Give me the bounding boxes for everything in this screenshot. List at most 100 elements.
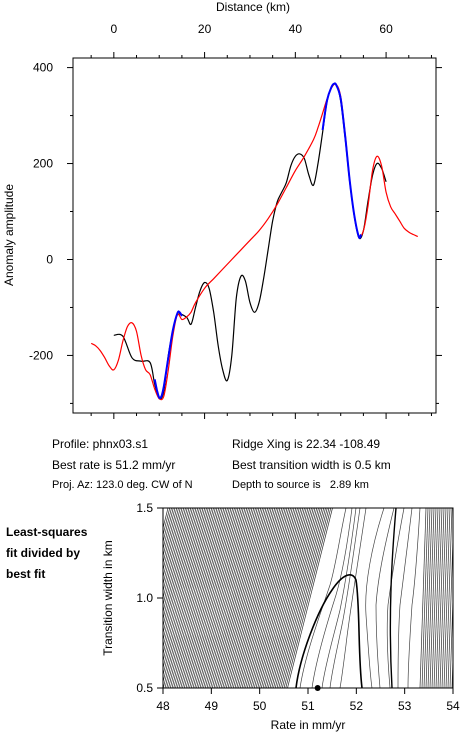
contour-line bbox=[245, 508, 291, 688]
contour-line bbox=[194, 508, 241, 688]
contour-line bbox=[458, 508, 464, 688]
contour-line bbox=[201, 508, 248, 688]
contour-line bbox=[257, 508, 304, 688]
contour-line bbox=[449, 587, 453, 688]
y-tick-label: 1.5 bbox=[136, 501, 153, 515]
x-tick-label: 0 bbox=[110, 22, 117, 36]
x-tick-label: 49 bbox=[205, 699, 219, 713]
best-fit-marker bbox=[314, 685, 321, 691]
contour-line bbox=[274, 508, 321, 688]
contour-line bbox=[163, 508, 178, 565]
contour-line bbox=[180, 508, 227, 688]
contour-line bbox=[163, 508, 195, 635]
side-label: Least-squares fit divided by best fit bbox=[6, 522, 106, 585]
contour-line bbox=[253, 508, 300, 688]
contour-line bbox=[439, 508, 447, 688]
y-axis-title: Anomaly amplitude bbox=[2, 184, 16, 286]
y-tick-label: 1.0 bbox=[136, 591, 153, 605]
contour-line bbox=[273, 508, 319, 688]
contour-line bbox=[425, 508, 433, 688]
contour-line bbox=[163, 508, 204, 670]
contour-line bbox=[213, 508, 260, 688]
profile-text: Profile: phnx03.s1 bbox=[52, 437, 149, 451]
x-tick-label: 40 bbox=[289, 22, 303, 36]
profile-chart: 0 20 40 60 -200 0 200 400 Distance (km) Anomal… bbox=[2, 0, 442, 419]
x-axis-ticks: 48 49 50 51 52 53 54 bbox=[156, 688, 460, 713]
contour-line bbox=[262, 508, 309, 688]
contour-line bbox=[264, 508, 311, 688]
x-tick-label: 48 bbox=[156, 699, 170, 713]
contour-line bbox=[375, 508, 395, 688]
contour-line bbox=[299, 508, 347, 688]
contour-line bbox=[163, 508, 188, 607]
x-tick-label: 60 bbox=[379, 22, 393, 36]
contour-line bbox=[164, 508, 211, 688]
series-line-1 bbox=[90, 83, 419, 401]
misfit-contour-chart: 48 49 50 51 52 53 54 0.5 1.0 1.5 Rate in mm/yr T… bbox=[101, 501, 464, 732]
contour-lines bbox=[163, 508, 464, 688]
contour-line bbox=[241, 508, 288, 688]
contour-line bbox=[260, 508, 307, 688]
contour-line bbox=[283, 508, 330, 688]
contour-line bbox=[276, 508, 323, 688]
contour-line bbox=[175, 508, 221, 688]
contour-line bbox=[163, 508, 172, 544]
contour-line bbox=[227, 508, 274, 688]
x-tick-label: 20 bbox=[198, 22, 212, 36]
contour-line bbox=[185, 508, 232, 688]
contour-line bbox=[208, 508, 255, 688]
series-line-2 bbox=[153, 310, 183, 400]
contour-line bbox=[232, 508, 279, 688]
contour-line bbox=[192, 508, 239, 688]
contour-line bbox=[421, 508, 429, 688]
contour-line bbox=[231, 508, 277, 688]
contour-line bbox=[248, 508, 295, 688]
contour-line bbox=[168, 508, 214, 688]
contour-line bbox=[269, 508, 316, 688]
x-tick-label: 51 bbox=[301, 699, 315, 713]
contour-line bbox=[163, 508, 206, 677]
contour-line bbox=[287, 508, 333, 688]
contour-line bbox=[234, 508, 281, 688]
x-axis-ticks: 0 20 40 60 bbox=[90, 22, 432, 419]
contour-line bbox=[250, 508, 297, 688]
contour-line bbox=[255, 508, 302, 688]
contour-line bbox=[163, 508, 192, 621]
contour-line-bold bbox=[295, 574, 363, 688]
contour-line bbox=[239, 508, 286, 688]
contour-line bbox=[456, 508, 462, 688]
contour-line bbox=[176, 508, 223, 688]
contour-line bbox=[397, 508, 413, 688]
contour-line bbox=[271, 508, 318, 688]
depth-text: Depth to source is 2.89 km bbox=[232, 479, 369, 491]
side-label-line: fit divided by bbox=[6, 546, 81, 560]
series-lines bbox=[90, 82, 419, 401]
contour-line bbox=[386, 508, 405, 688]
x-tick-label: 52 bbox=[350, 699, 364, 713]
contour-line bbox=[252, 508, 298, 688]
contour-line bbox=[266, 508, 312, 688]
contour-line bbox=[163, 508, 186, 600]
contour-line bbox=[183, 508, 230, 688]
contour-line bbox=[163, 508, 193, 628]
profile-plot-frame bbox=[72, 57, 437, 414]
contour-line bbox=[178, 508, 225, 688]
contour-line bbox=[329, 508, 361, 688]
side-label-line: Least-squares bbox=[6, 525, 88, 539]
contour-line bbox=[196, 508, 242, 688]
contour-line bbox=[437, 508, 445, 688]
contour-line bbox=[210, 508, 256, 688]
contour-line bbox=[229, 508, 276, 688]
y-axis-ticks: 0.5 1.0 1.5 bbox=[136, 501, 163, 695]
contour-line bbox=[190, 508, 237, 688]
contour-line bbox=[182, 508, 228, 688]
contour-line bbox=[163, 508, 185, 593]
contour-line bbox=[427, 508, 435, 688]
contour-line bbox=[243, 508, 290, 688]
contour-line bbox=[447, 527, 453, 688]
contour-line bbox=[238, 508, 284, 688]
contour-line bbox=[187, 508, 234, 688]
contour-line bbox=[224, 508, 270, 688]
contour-line bbox=[163, 508, 181, 579]
contour-line bbox=[199, 508, 246, 688]
